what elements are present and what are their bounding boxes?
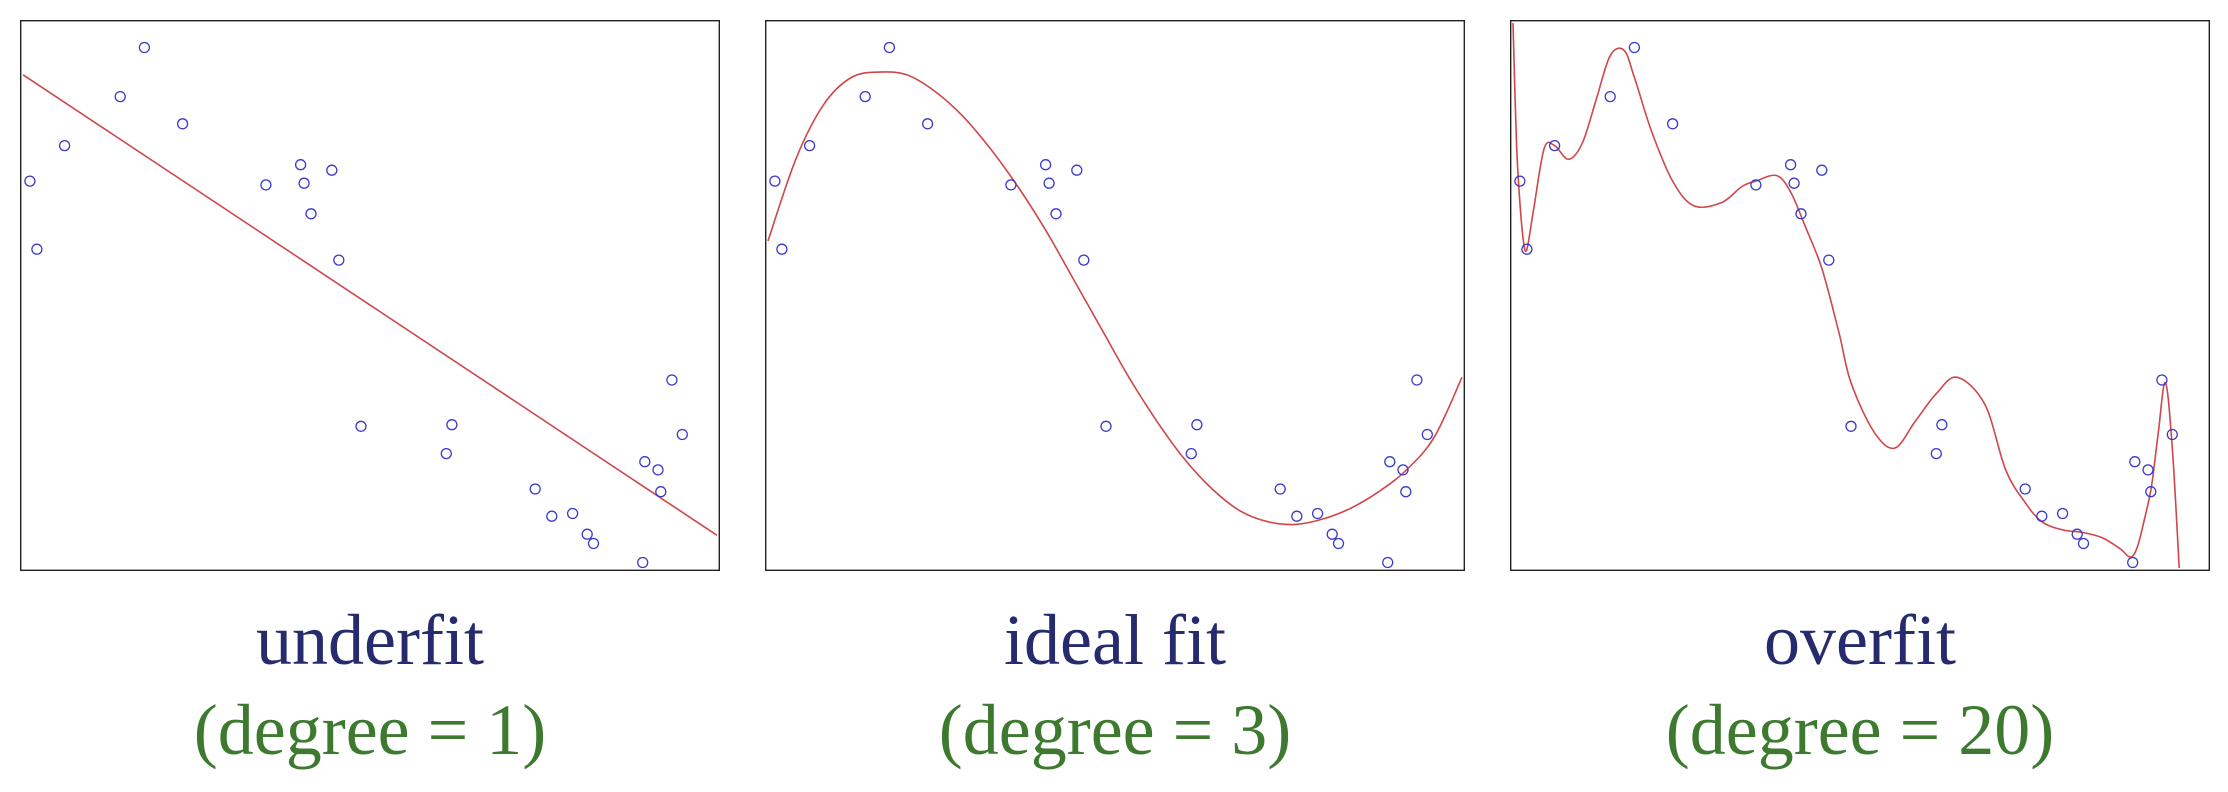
data-point <box>294 159 307 171</box>
data-point <box>2142 464 2154 476</box>
data-point <box>1421 428 1433 441</box>
data-point <box>31 243 43 255</box>
data-point <box>921 118 934 130</box>
chart-title-overfit: overfit <box>1764 600 1956 680</box>
data-point <box>655 486 667 498</box>
data-point <box>1823 254 1835 266</box>
data-point <box>298 177 310 189</box>
data-point <box>138 41 151 54</box>
data-point <box>666 374 678 386</box>
data-point <box>2156 374 2168 386</box>
data-point <box>639 456 651 468</box>
data-point <box>440 447 452 460</box>
data-point <box>803 139 816 152</box>
data-point <box>1191 419 1203 431</box>
data-point <box>1548 139 1561 152</box>
data-point <box>176 118 189 130</box>
data-point <box>446 419 458 431</box>
plot-frame <box>764 19 1465 571</box>
data-point <box>1795 208 1807 220</box>
data-point <box>2071 528 2083 540</box>
data-point <box>581 528 593 540</box>
data-point <box>1816 164 1828 176</box>
data-point <box>1326 528 1338 540</box>
data-point <box>1666 118 1679 130</box>
data-point <box>1078 254 1090 266</box>
data-point <box>326 164 338 176</box>
data-point <box>652 464 664 476</box>
data-point <box>769 175 781 187</box>
data-point <box>355 420 367 432</box>
data-point <box>1845 420 1857 432</box>
data-point <box>1784 159 1797 171</box>
data-point <box>1750 179 1762 191</box>
data-point <box>1930 447 1942 460</box>
plot-ideal-fit <box>764 19 1465 571</box>
data-point <box>566 507 579 520</box>
fit-curve-degree-1 <box>22 74 718 536</box>
fit-curve-degree-3 <box>767 71 1463 526</box>
data-point <box>1411 374 1423 386</box>
data-point <box>1071 164 1083 176</box>
data-point <box>2077 537 2090 550</box>
chart-panel-overfit: overfit (degree = 20) <box>1509 0 2210 792</box>
chart-subtitle-ideal-fit: (degree = 3) <box>938 690 1292 770</box>
plot-frame <box>1509 19 2210 571</box>
data-point <box>1274 483 1286 495</box>
data-point <box>1788 177 1800 189</box>
plot-overfit <box>1509 19 2210 571</box>
data-point <box>1936 419 1948 431</box>
data-point <box>333 254 345 266</box>
data-point <box>587 537 600 550</box>
plot-frame <box>19 19 720 571</box>
data-point <box>859 90 871 103</box>
data-point <box>676 428 688 441</box>
data-point <box>2036 510 2048 522</box>
data-point <box>1521 243 1533 255</box>
data-point <box>260 179 272 191</box>
data-point <box>1628 41 1641 54</box>
data-point <box>2145 486 2157 498</box>
data-point <box>2019 483 2031 495</box>
chart-title-underfit: underfit <box>256 600 484 680</box>
data-point <box>883 41 896 54</box>
chart-panel-ideal-fit: ideal fit (degree = 3) <box>764 0 1465 792</box>
data-point <box>1514 175 1526 187</box>
data-point <box>1332 537 1345 550</box>
data-point <box>2166 428 2178 441</box>
data-point <box>1400 486 1412 498</box>
data-point <box>114 90 126 103</box>
data-point <box>2127 556 2139 569</box>
data-point <box>529 483 541 495</box>
data-point <box>1185 447 1197 460</box>
data-point <box>58 139 71 152</box>
data-point <box>1604 90 1616 103</box>
data-point <box>1050 208 1062 220</box>
data-point <box>1382 556 1394 569</box>
chart-panel-underfit: underfit (degree = 1) <box>19 0 720 792</box>
data-point <box>24 175 36 187</box>
data-point <box>305 208 317 220</box>
data-point <box>1291 510 1303 522</box>
data-point <box>1384 456 1396 468</box>
chart-title-ideal-fit: ideal fit <box>1004 600 1226 680</box>
plot-underfit <box>19 19 720 571</box>
data-point <box>1311 507 1324 520</box>
data-point <box>1043 177 1055 189</box>
data-point <box>637 556 649 569</box>
data-point <box>2129 456 2141 468</box>
data-point <box>2056 507 2069 520</box>
data-point <box>1005 179 1017 191</box>
data-point <box>1039 159 1052 171</box>
data-point <box>1100 420 1112 432</box>
data-point <box>776 243 788 255</box>
chart-subtitle-overfit: (degree = 20) <box>1665 690 2055 770</box>
fit-curve-degree-20 <box>1512 22 2180 569</box>
data-point <box>546 510 558 522</box>
chart-subtitle-underfit: (degree = 1) <box>193 690 547 770</box>
data-point <box>1397 464 1409 476</box>
